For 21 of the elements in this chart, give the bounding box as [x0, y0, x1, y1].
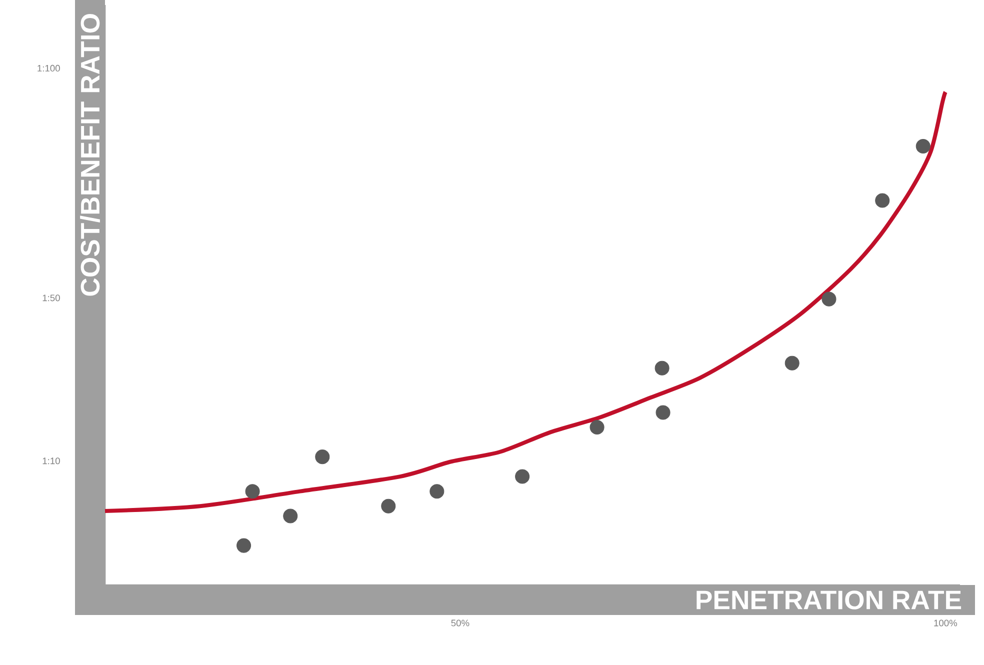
text: 1:100: [38, 64, 60, 72]
x-tick-label: 100%: [934, 620, 958, 626]
point: [381, 498, 396, 514]
point: [590, 420, 604, 435]
x-axis-title: PENETRATION RATE: [696, 590, 962, 610]
point: [236, 538, 252, 553]
x-tick-label: 50%: [451, 620, 470, 626]
point: [656, 405, 670, 420]
y-axis-title: COST/BENEFIT RATIO: [80, 14, 100, 296]
point: [315, 450, 330, 464]
point: [654, 360, 670, 376]
point: [430, 484, 444, 499]
point: [916, 138, 930, 154]
point: [245, 484, 260, 499]
point: [822, 292, 836, 306]
text: 1:10: [42, 458, 60, 464]
text: 1:50: [42, 294, 60, 302]
point: [875, 193, 890, 208]
point: [283, 508, 298, 524]
point: [515, 469, 530, 484]
point: [784, 356, 800, 370]
